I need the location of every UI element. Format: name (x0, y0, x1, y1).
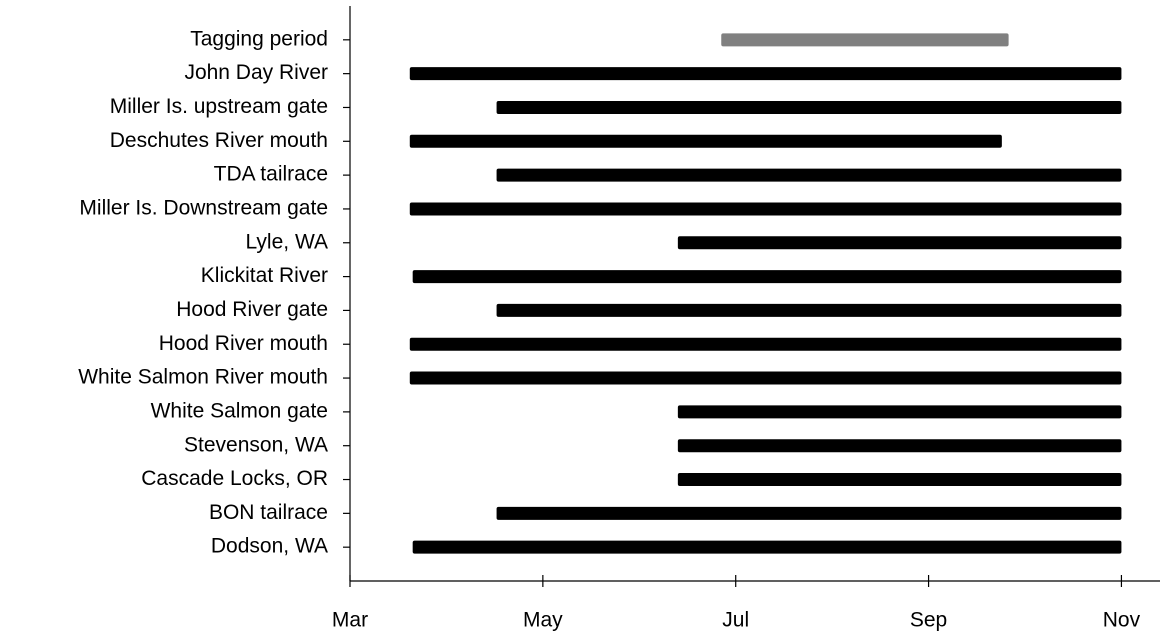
y-tick-label: Cascade Locks, OR (141, 467, 328, 490)
bar (496, 168, 1122, 182)
bar (409, 337, 1122, 351)
y-tick-label: John Day River (184, 61, 328, 84)
x-tick-label: May (523, 609, 563, 632)
y-tick-label: Tagging period (190, 27, 328, 50)
bar (409, 202, 1122, 216)
y-tick-label: Dodson, WA (211, 535, 328, 558)
bar (677, 473, 1122, 487)
bar (409, 67, 1122, 81)
x-tick-label: Jul (722, 609, 749, 632)
bar (412, 270, 1122, 284)
bar (677, 236, 1122, 250)
y-tick-label: Miller Is. Downstream gate (79, 196, 328, 219)
x-tick-label: Mar (332, 609, 368, 632)
bar (496, 100, 1122, 114)
bar (412, 540, 1122, 554)
y-tick-label: Miller Is. upstream gate (110, 95, 328, 118)
y-tick-label: Klickitat River (201, 264, 328, 287)
y-tick-label: White Salmon gate (151, 399, 328, 422)
y-tick-label: TDA tailrace (214, 163, 328, 186)
bar (721, 33, 1009, 47)
x-tick-label: Sep (910, 609, 947, 632)
bar (677, 405, 1122, 419)
y-tick-label: BON tailrace (209, 501, 328, 524)
y-tick-label: Deschutes River mouth (110, 129, 328, 152)
x-tick-label: Nov (1103, 609, 1141, 632)
bar (496, 506, 1122, 520)
bar (496, 303, 1122, 317)
bar (677, 439, 1122, 453)
bar (409, 134, 1002, 148)
y-tick-label: Stevenson, WA (184, 433, 328, 456)
y-tick-label: White Salmon River mouth (78, 366, 328, 389)
y-tick-label: Hood River mouth (159, 332, 328, 355)
y-tick-label: Hood River gate (176, 298, 328, 321)
y-tick-label: Lyle, WA (246, 230, 328, 253)
bar (409, 371, 1122, 385)
